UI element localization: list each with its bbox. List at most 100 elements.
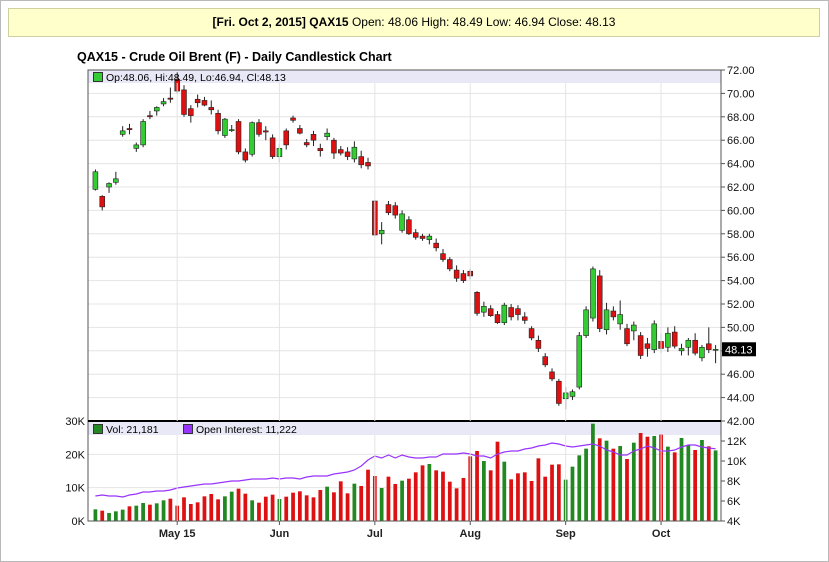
volume-bar bbox=[461, 478, 466, 521]
candle-body-up bbox=[133, 144, 140, 149]
volume-bar bbox=[638, 433, 643, 521]
candle bbox=[338, 146, 344, 156]
candle-body-down bbox=[181, 89, 187, 115]
candle-body-up bbox=[501, 304, 508, 324]
open-interest-line bbox=[95, 442, 716, 498]
volume-panel: 0K 10K 20K 30K 4K 6K 8K 10K 12K bbox=[65, 416, 747, 528]
volume-bar bbox=[570, 466, 575, 521]
price-tick-label: 62.00 bbox=[727, 182, 755, 194]
price-tick-label: 70.00 bbox=[727, 88, 755, 100]
price-tick-label: 44.00 bbox=[727, 393, 755, 405]
candle-body-down bbox=[358, 156, 364, 166]
volume-bar bbox=[311, 497, 316, 521]
volume-bar bbox=[509, 479, 514, 521]
price-tick-label: 56.00 bbox=[727, 252, 755, 264]
price-panel: 42.0044.0046.0048.0050.0052.0054.0056.00… bbox=[87, 65, 756, 428]
candle bbox=[399, 210, 405, 233]
volume-bar bbox=[522, 472, 527, 521]
candle-body-down bbox=[338, 149, 344, 154]
candle-body-up bbox=[222, 118, 228, 136]
candle bbox=[235, 119, 242, 155]
price-tick-label: 66.00 bbox=[727, 135, 755, 147]
price-legend-band bbox=[88, 70, 721, 83]
candle-body-up bbox=[153, 107, 160, 112]
volume-bar bbox=[304, 495, 309, 521]
oi-legend: Open Interest: 11,222 bbox=[183, 424, 297, 436]
candle bbox=[522, 312, 528, 324]
volume-bar bbox=[297, 491, 302, 521]
oi-tick-label: 8K bbox=[727, 476, 741, 488]
candle-body-down bbox=[453, 269, 460, 279]
candle bbox=[283, 128, 289, 150]
candle bbox=[113, 171, 119, 185]
candle-body-down bbox=[283, 130, 289, 146]
candle-body-down bbox=[256, 122, 262, 135]
candle bbox=[331, 137, 337, 159]
candle bbox=[303, 139, 310, 148]
volume-bar bbox=[611, 448, 616, 521]
candle-body-down bbox=[201, 100, 208, 106]
volume-bar bbox=[134, 505, 139, 521]
x-axis: May 15 Jun Jul Aug Sep Oct bbox=[159, 83, 671, 540]
volume-bar bbox=[325, 486, 329, 521]
candle bbox=[651, 320, 658, 354]
candle bbox=[126, 123, 133, 135]
x-tick-label: Oct bbox=[652, 528, 671, 540]
volume-bar bbox=[216, 499, 220, 521]
volume-bar bbox=[543, 476, 548, 521]
candle bbox=[665, 327, 671, 352]
candle bbox=[624, 323, 630, 347]
candle-body-down bbox=[235, 121, 242, 153]
volume-bar bbox=[604, 440, 609, 521]
candle bbox=[181, 85, 187, 117]
candle bbox=[508, 304, 514, 321]
candle bbox=[317, 143, 324, 157]
candle bbox=[706, 327, 712, 354]
candle bbox=[297, 124, 303, 135]
candle bbox=[106, 182, 112, 193]
volume-bar bbox=[120, 509, 125, 521]
candle-body-down bbox=[447, 259, 453, 270]
candle-body-down bbox=[542, 356, 548, 366]
candle bbox=[637, 332, 644, 359]
volume-legend-text: Vol: 21,181 bbox=[106, 424, 159, 436]
candle-body-down bbox=[624, 328, 630, 345]
candle-body-down bbox=[528, 328, 535, 339]
x-tick-label: Sep bbox=[556, 528, 576, 540]
volume-bar bbox=[188, 504, 193, 521]
candle-body-up bbox=[590, 268, 596, 319]
candle-body-down bbox=[644, 343, 651, 349]
volume-bar bbox=[591, 423, 595, 521]
volume-bar bbox=[706, 446, 711, 521]
volume-bar bbox=[597, 438, 602, 521]
candle bbox=[147, 110, 153, 120]
candle bbox=[140, 119, 146, 148]
volume-bar bbox=[645, 436, 650, 521]
volume-bar bbox=[148, 504, 152, 521]
candle-body-down bbox=[549, 371, 555, 380]
candle-body-down bbox=[126, 128, 133, 130]
volume-bar bbox=[427, 464, 432, 521]
candle bbox=[358, 150, 364, 169]
volume-legend-swatch bbox=[93, 424, 103, 434]
quote-symbol: QAX15 bbox=[309, 15, 349, 29]
candle bbox=[263, 126, 269, 141]
volume-bar bbox=[482, 461, 486, 521]
candle-body-up bbox=[228, 129, 235, 131]
volume-bar bbox=[141, 503, 145, 521]
volume-bar bbox=[107, 513, 111, 521]
last-price-label: 48.13 bbox=[725, 344, 753, 356]
volume-bar bbox=[223, 496, 227, 521]
candle bbox=[201, 96, 208, 107]
volume-bar bbox=[161, 500, 166, 521]
volume-bar bbox=[536, 458, 541, 521]
candle-body-down bbox=[692, 339, 698, 354]
candle bbox=[712, 345, 719, 364]
volume-bar bbox=[475, 451, 479, 521]
volume-bar bbox=[516, 473, 520, 521]
volume-bar bbox=[291, 492, 295, 521]
price-legend-text: Op:48.06, Hi:48.49, Lo:46.94, Cl:48.13 bbox=[106, 72, 286, 84]
volume-bar bbox=[168, 498, 173, 521]
volume-bar bbox=[550, 464, 554, 521]
oi-tick-label: 6K bbox=[727, 496, 741, 508]
